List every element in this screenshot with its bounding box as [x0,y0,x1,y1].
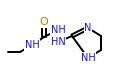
Text: NH: NH [51,25,65,35]
Text: HN: HN [51,37,65,47]
Text: O: O [40,17,48,27]
Text: NH: NH [81,53,95,63]
Text: N: N [84,23,92,33]
Text: NH: NH [25,40,39,50]
